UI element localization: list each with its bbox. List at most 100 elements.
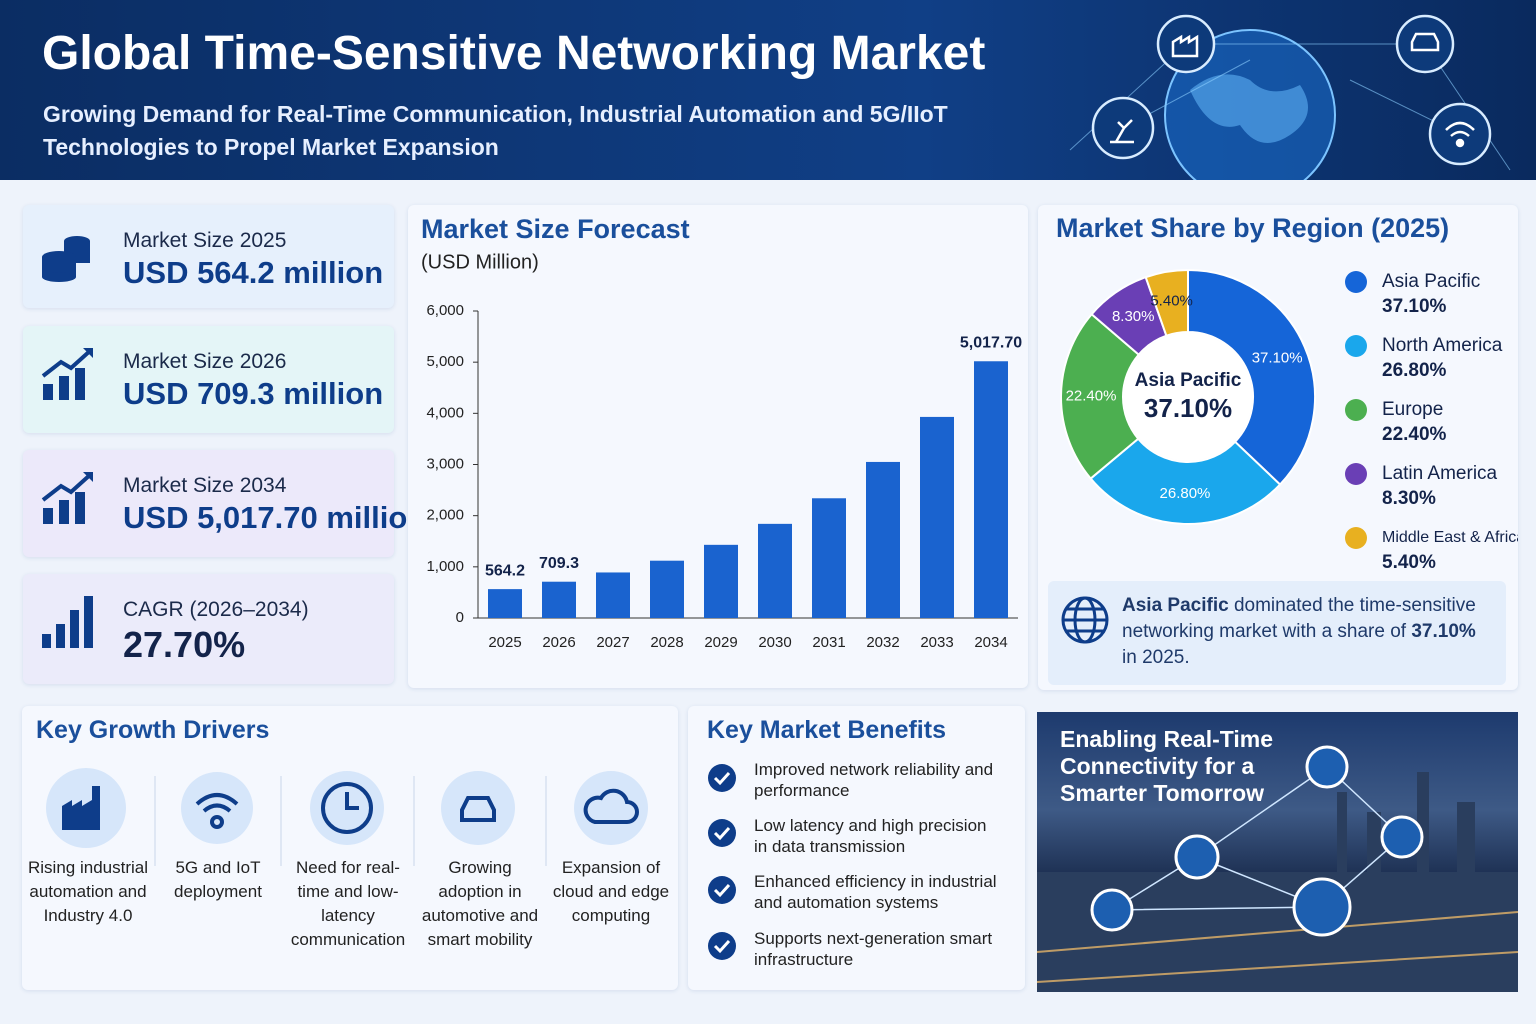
value-label: 709.3 (539, 555, 579, 572)
legend-swatch (1345, 399, 1367, 421)
stat-icon (42, 596, 93, 648)
bar (974, 361, 1008, 618)
segment-label: 8.30% (1112, 308, 1155, 325)
donut-segment (1187, 268, 1316, 486)
driver-text: Expansion of cloud and edge computing (552, 858, 670, 925)
donut-segment (1060, 312, 1141, 480)
bar (596, 572, 630, 618)
y-tick-label: 1,000 (426, 558, 464, 575)
value-label: 5,017.70 (960, 334, 1022, 351)
x-tick-label: 2029 (704, 634, 737, 651)
banner-art (1037, 745, 1518, 992)
stat-card: Market Size 2025 USD 564.2 million (23, 205, 394, 308)
driver-text: Need for real-time and low-latency commu… (290, 858, 406, 949)
donut-panel: Market Share by Region (2025) 37.10% Asia… (1038, 205, 1525, 690)
x-tick-label: 2028 (650, 634, 683, 651)
bar (812, 498, 846, 618)
banner-text: Enabling Real-Time Connectivity for a Sm… (1060, 726, 1274, 806)
x-tick-label: 2031 (812, 634, 845, 651)
stat-value: USD 564.2 million (123, 255, 384, 290)
drivers-panel: Key Growth Drivers Rising industrial aut… (22, 706, 678, 990)
center-value: 37.10% (1144, 393, 1232, 423)
donut-segment (1089, 437, 1282, 525)
y-tick-label: 4,000 (426, 404, 464, 421)
header-art (1069, 14, 1511, 180)
segment-label: 5.40% (1150, 292, 1193, 309)
driver-text: Growing adoption in automotive and smart… (421, 858, 539, 949)
y-tick-label: 3,000 (426, 455, 464, 472)
stat-value: USD 709.3 million (123, 376, 384, 411)
x-tick-label: 2033 (920, 634, 953, 651)
page-subtitle: Growing Demand for Real-Time Communicati… (43, 101, 948, 160)
segment-label: 22.40% (1066, 387, 1117, 404)
y-tick-label: 6,000 (426, 302, 464, 319)
x-tick-label: 2027 (596, 634, 629, 651)
stat-label: Market Size 2034 (123, 474, 287, 497)
segment-label: 37.10% (1252, 350, 1303, 367)
x-tick-label: 2032 (866, 634, 899, 651)
section-title: Key Growth Drivers (36, 716, 270, 744)
bar (542, 581, 576, 618)
legend-value: 26.80% (1382, 360, 1447, 381)
stat-icon (41, 472, 93, 524)
donut-chart: Market Share by Region (2025) 37.10%Asia… (1056, 213, 1525, 573)
stat-icon (41, 348, 93, 400)
legend-label: North America (1382, 335, 1503, 356)
driver-text: 5G and IoT deployment (174, 858, 262, 901)
chart-title: Market Size Forecast (421, 214, 690, 244)
center-label: Asia Pacific (1135, 370, 1242, 391)
stat-label: Market Size 2026 (123, 350, 287, 373)
benefits-panel: Key Market Benefits Improved network rel… (688, 706, 1025, 990)
driver-text: Rising industrial automation and Industr… (28, 858, 148, 925)
stat-value: 27.70% (123, 624, 246, 665)
legend-label: Europe (1382, 399, 1443, 420)
bar (758, 523, 792, 618)
legend-swatch (1345, 463, 1367, 485)
legend-value: 37.10% (1382, 296, 1447, 317)
stat-card: CAGR (2026–2034) 27.70% (23, 574, 394, 684)
stat-icon (42, 236, 90, 282)
section-title: Key Market Benefits (707, 716, 946, 744)
benefit-text: Supports next-generation smart infrastru… (754, 929, 993, 969)
check-icons (708, 764, 736, 960)
bar (704, 544, 738, 618)
legend-label: Middle East & Africa (1382, 529, 1518, 546)
region-note: Asia Pacific dominated the time-sensitiv… (1048, 581, 1506, 685)
stat-label: CAGR (2026–2034) (123, 598, 309, 621)
value-label: 564.2 (485, 562, 525, 579)
note-text: dominated the time-sensitive networking … (1122, 595, 1476, 642)
region-note-text: Asia Pacific dominated the time-sensitiv… (1122, 593, 1492, 671)
benefit-text: Enhanced efficiency in industrial and au… (754, 872, 997, 912)
note-text: in 2025. (1122, 647, 1190, 668)
benefit-text: Improved network reliability and perform… (754, 760, 994, 800)
legend-swatch (1345, 271, 1367, 293)
note-strong: 37.10% (1411, 621, 1476, 642)
bar-panel: Market Size Forecast (USD Million) 0 1,00… (408, 205, 1028, 688)
x-tick-label: 2025 (488, 634, 521, 651)
x-tick-label: 2034 (974, 634, 1007, 651)
x-tick-label: 2030 (758, 634, 791, 651)
note-strong: Asia Pacific (1122, 595, 1229, 616)
bar (488, 589, 522, 618)
header: Global Time-Sensitive Networking Market … (0, 0, 1536, 180)
legend-swatch (1345, 335, 1367, 357)
stat-value: USD 5,017.70 million (123, 500, 427, 535)
legend-swatch (1345, 527, 1367, 549)
legend-value: 22.40% (1382, 424, 1447, 445)
bar (866, 461, 900, 618)
y-tick-label: 2,000 (426, 507, 464, 524)
segment-label: 26.80% (1160, 485, 1211, 502)
bar (650, 560, 684, 618)
legend-value: 8.30% (1382, 488, 1436, 509)
stat-label: Market Size 2025 (123, 229, 287, 252)
chart-title: Market Share by Region (2025) (1056, 213, 1449, 243)
benefit-text: Low latency and high precision in data t… (754, 816, 987, 856)
globe-icon (1061, 596, 1109, 644)
donut-hole (1124, 333, 1252, 461)
y-tick-label: 5,000 (426, 353, 464, 370)
stat-card: Market Size 2026 USD 709.3 million (23, 326, 394, 433)
legend-label: Latin America (1382, 463, 1498, 484)
legend-label: Asia Pacific (1382, 271, 1480, 292)
page-title: Global Time-Sensitive Networking Market (42, 27, 986, 80)
banner: Enabling Real-Time Connectivity for a Sm… (1037, 712, 1518, 992)
